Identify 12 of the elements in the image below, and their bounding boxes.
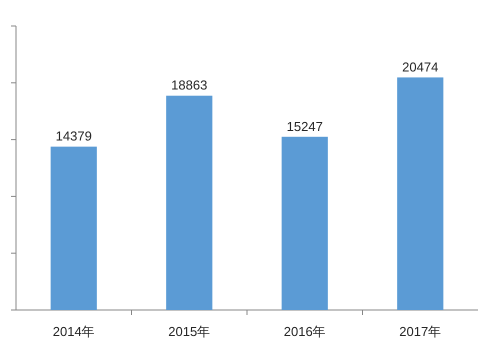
x-tick-label: 2017年 [399, 324, 442, 339]
data-label: 15247 [286, 118, 323, 134]
bar [282, 136, 328, 310]
x-tick-label: 2015年 [168, 324, 210, 339]
x-tick-label: 2016年 [284, 324, 326, 339]
bar [397, 77, 444, 310]
bar [166, 96, 212, 310]
data-label: 14379 [56, 128, 92, 144]
data-label: 20474 [402, 59, 438, 74]
x-tick-label: 2014年 [52, 324, 95, 339]
data-label: 18863 [171, 78, 208, 93]
bar [50, 146, 97, 310]
